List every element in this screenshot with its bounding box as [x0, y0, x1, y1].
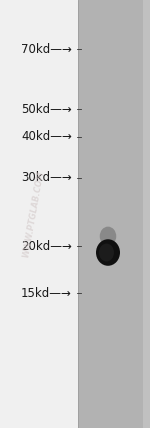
Text: WWW.PTGLAB.COM: WWW.PTGLAB.COM	[21, 170, 45, 258]
Text: 20kd—→: 20kd—→	[21, 240, 72, 253]
Text: 15kd—→: 15kd—→	[21, 287, 72, 300]
Text: 70kd—→: 70kd—→	[21, 43, 72, 56]
Ellipse shape	[99, 244, 114, 262]
Bar	[78, 0, 150, 428]
Text: 30kd—→: 30kd—→	[21, 171, 72, 184]
Ellipse shape	[96, 239, 120, 266]
Bar	[142, 0, 150, 428]
Text: 50kd—→: 50kd—→	[21, 103, 72, 116]
Ellipse shape	[100, 227, 116, 246]
Bar	[0, 0, 78, 428]
Text: 40kd—→: 40kd—→	[21, 131, 72, 143]
